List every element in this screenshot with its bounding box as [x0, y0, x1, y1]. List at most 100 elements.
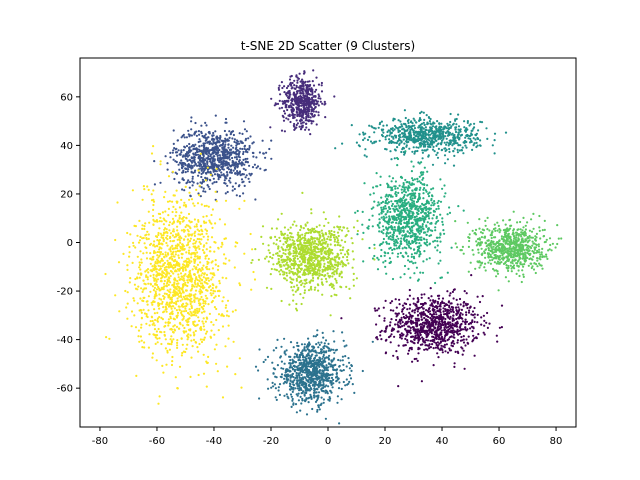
scatter-point: [437, 147, 440, 150]
cluster-5: [354, 144, 465, 285]
scatter-point: [438, 318, 441, 321]
scatter-point: [240, 178, 244, 181]
scatter-point: [436, 120, 439, 123]
scatter-point: [291, 368, 295, 371]
scatter-point: [453, 362, 456, 365]
scatter-point: [411, 221, 414, 224]
scatter-point: [324, 417, 327, 420]
scatter-point: [466, 328, 469, 331]
scatter-point: [397, 119, 400, 122]
scatter-point: [426, 339, 430, 342]
scatter-point: [418, 242, 421, 245]
scatter-point: [368, 124, 371, 127]
scatter-point: [285, 100, 288, 103]
scatter-point: [316, 333, 319, 336]
scatter-point: [464, 344, 467, 347]
scatter-point: [478, 144, 482, 147]
scatter-point: [198, 145, 201, 148]
scatter-point: [393, 210, 396, 213]
scatter-point: [388, 134, 391, 137]
scatter-point: [419, 252, 422, 256]
scatter-point: [331, 373, 334, 376]
scatter-point: [212, 138, 215, 141]
scatter-point: [391, 233, 394, 236]
scatter-point: [404, 317, 407, 320]
scatter-point: [304, 94, 307, 97]
scatter-point: [464, 144, 467, 147]
scatter-point: [400, 237, 403, 240]
scatter-point: [434, 226, 437, 229]
scatter-point: [393, 248, 396, 251]
scatter-point: [200, 144, 203, 147]
scatter-point: [374, 309, 377, 312]
scatter-point: [480, 316, 483, 319]
scatter-point: [482, 331, 485, 334]
scatter-point: [401, 234, 404, 237]
scatter-point: [304, 80, 307, 83]
scatter-point: [285, 92, 288, 95]
scatter-point: [320, 396, 323, 399]
scatter-point: [304, 369, 307, 372]
scatter-point: [387, 226, 391, 229]
scatter-point: [208, 132, 211, 135]
scatter-point: [258, 397, 261, 400]
scatter-point: [477, 333, 480, 336]
scatter-point: [436, 346, 439, 349]
scatter-point: [230, 168, 233, 171]
scatter-point: [422, 136, 425, 139]
scatter-point: [315, 359, 318, 362]
scatter-point: [391, 202, 394, 206]
scatter-point: [223, 129, 226, 133]
scatter-point: [423, 183, 426, 186]
scatter-point: [401, 247, 404, 250]
scatter-point: [437, 325, 441, 328]
scatter-point: [304, 108, 307, 111]
scatter-point: [389, 321, 392, 324]
scatter-point: [439, 142, 443, 145]
scatter-point: [187, 129, 190, 132]
scatter-point: [297, 372, 300, 375]
scatter-point: [302, 358, 305, 361]
scatter-point: [403, 264, 407, 268]
scatter-point: [379, 183, 382, 187]
scatter-point: [329, 389, 332, 392]
scatter-point: [398, 320, 401, 323]
scatter-point: [200, 186, 203, 189]
scatter-point: [253, 163, 256, 166]
scatter-point: [237, 185, 240, 188]
scatter-point: [404, 322, 407, 325]
scatter-point: [358, 133, 361, 136]
scatter-point: [372, 186, 375, 189]
scatter-point: [469, 322, 473, 325]
scatter-point: [325, 367, 328, 370]
scatter-point: [423, 123, 426, 126]
scatter-point: [309, 93, 312, 96]
scatter-point: [301, 121, 304, 124]
scatter-point: [309, 387, 312, 390]
scatter-point: [300, 92, 303, 95]
scatter-point: [483, 324, 486, 327]
scatter-point: [376, 338, 379, 341]
scatter-point: [399, 333, 402, 336]
scatter-point: [222, 140, 225, 143]
scatter-point: [439, 240, 442, 243]
scatter-point: [231, 185, 234, 188]
scatter-point: [384, 220, 387, 223]
scatter-point: [380, 216, 383, 219]
scatter-point: [297, 379, 300, 382]
scatter-point: [187, 179, 190, 182]
scatter-point: [341, 331, 344, 334]
scatter-point: [334, 147, 337, 150]
scatter-point: [289, 383, 292, 386]
scatter-point: [325, 375, 328, 378]
scatter-point: [444, 309, 447, 312]
scatter-point: [310, 106, 313, 109]
scatter-point: [418, 175, 421, 178]
scatter-point: [227, 168, 231, 171]
scatter-point: [445, 332, 448, 335]
scatter-point: [507, 280, 510, 283]
scatter-point: [332, 382, 335, 385]
scatter-point: [305, 104, 308, 107]
scatter-point: [290, 84, 293, 87]
scatter-point: [247, 177, 250, 180]
